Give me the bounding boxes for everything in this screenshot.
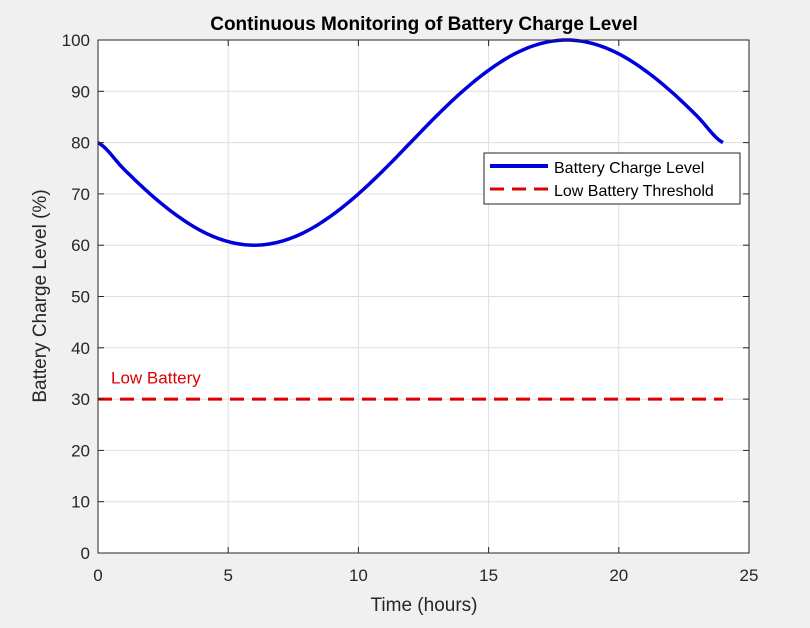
series-line-battery-charge — [97, 38, 724, 247]
x-tick-label: 0 — [93, 566, 102, 585]
y-tick-label: 40 — [71, 339, 90, 358]
y-tick-label: 10 — [71, 493, 90, 512]
x-tick-label: 15 — [479, 566, 498, 585]
legend: Battery Charge Level Low Battery Thresho… — [483, 152, 741, 205]
y-tick-label: 100 — [62, 31, 90, 50]
y-tick-label: 0 — [81, 544, 90, 563]
y-tick-label: 30 — [71, 390, 90, 409]
y-tick-label: 60 — [71, 236, 90, 255]
y-tick-label: 90 — [71, 82, 90, 101]
legend-label-battery-charge: Battery Charge Level — [554, 160, 704, 177]
y-tick-label: 20 — [71, 441, 90, 460]
chart-title: Continuous Monitoring of Battery Charge … — [210, 14, 638, 35]
grid-lines — [97, 39, 750, 554]
tick-layer: 0 5 10 15 20 25 0 10 20 30 40 50 60 70 80 90 100 — [62, 31, 759, 585]
y-tick-label: 50 — [71, 288, 90, 307]
legend-label-threshold: Low Battery Threshold — [554, 183, 714, 200]
x-tick-label: 20 — [609, 566, 628, 585]
x-tick-label: 10 — [349, 566, 368, 585]
x-tick-label: 25 — [740, 566, 759, 585]
y-tick-label: 80 — [71, 134, 90, 153]
x-axis-label: Time (hours) — [371, 595, 478, 616]
y-tick-label: 70 — [71, 185, 90, 204]
legend-box — [483, 152, 741, 205]
x-tick-label: 5 — [223, 566, 232, 585]
annotation-label: Low Battery — [111, 369, 201, 388]
annotation-layer: Low Battery — [111, 369, 201, 388]
y-axis-label: Battery Charge Level (%) — [30, 189, 51, 402]
series-layer — [97, 38, 724, 401]
